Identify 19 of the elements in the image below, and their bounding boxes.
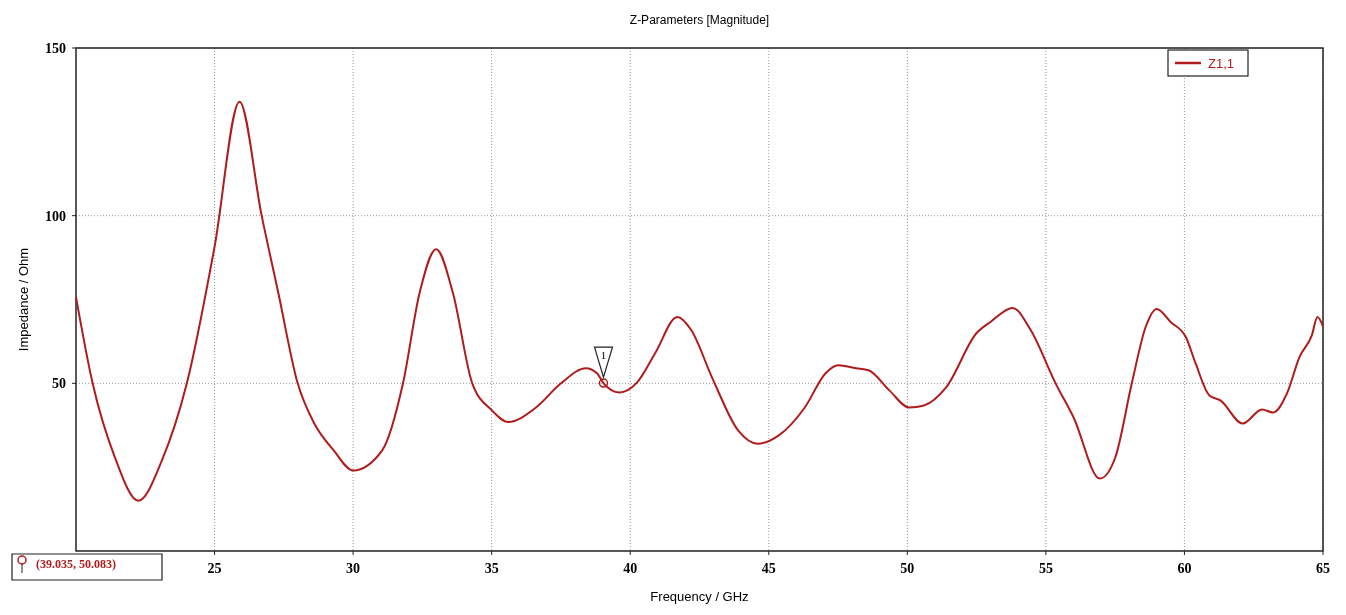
x-tick-label: 50 <box>900 561 915 576</box>
x-axis-title: Frequency / GHz <box>650 589 749 604</box>
legend-label: Z1,1 <box>1208 55 1235 71</box>
y-tick-label: 150 <box>45 40 66 56</box>
x-tick-label: 45 <box>761 561 776 576</box>
x-tick-label: 40 <box>623 561 638 576</box>
text: (39.035, 50.083) <box>36 557 116 571</box>
x-tick-label: 35 <box>484 561 499 576</box>
x-tick-label: 25 <box>207 561 222 576</box>
y-tick-label: 100 <box>45 208 66 224</box>
annotation: 1 <box>600 349 607 362</box>
x-tick-label: 60 <box>1177 561 1192 576</box>
x-tick-label: 30 <box>346 561 361 576</box>
y-axis-title: Impedance / Ohm <box>16 247 31 352</box>
y-tick-label: 50 <box>52 376 66 392</box>
x-tick-label: 55 <box>1038 561 1053 576</box>
chart-title: Z-Parameters [Magnitude] <box>629 13 770 27</box>
line-series <box>75 100 1324 502</box>
x-tick-label: 65 <box>1316 561 1330 576</box>
